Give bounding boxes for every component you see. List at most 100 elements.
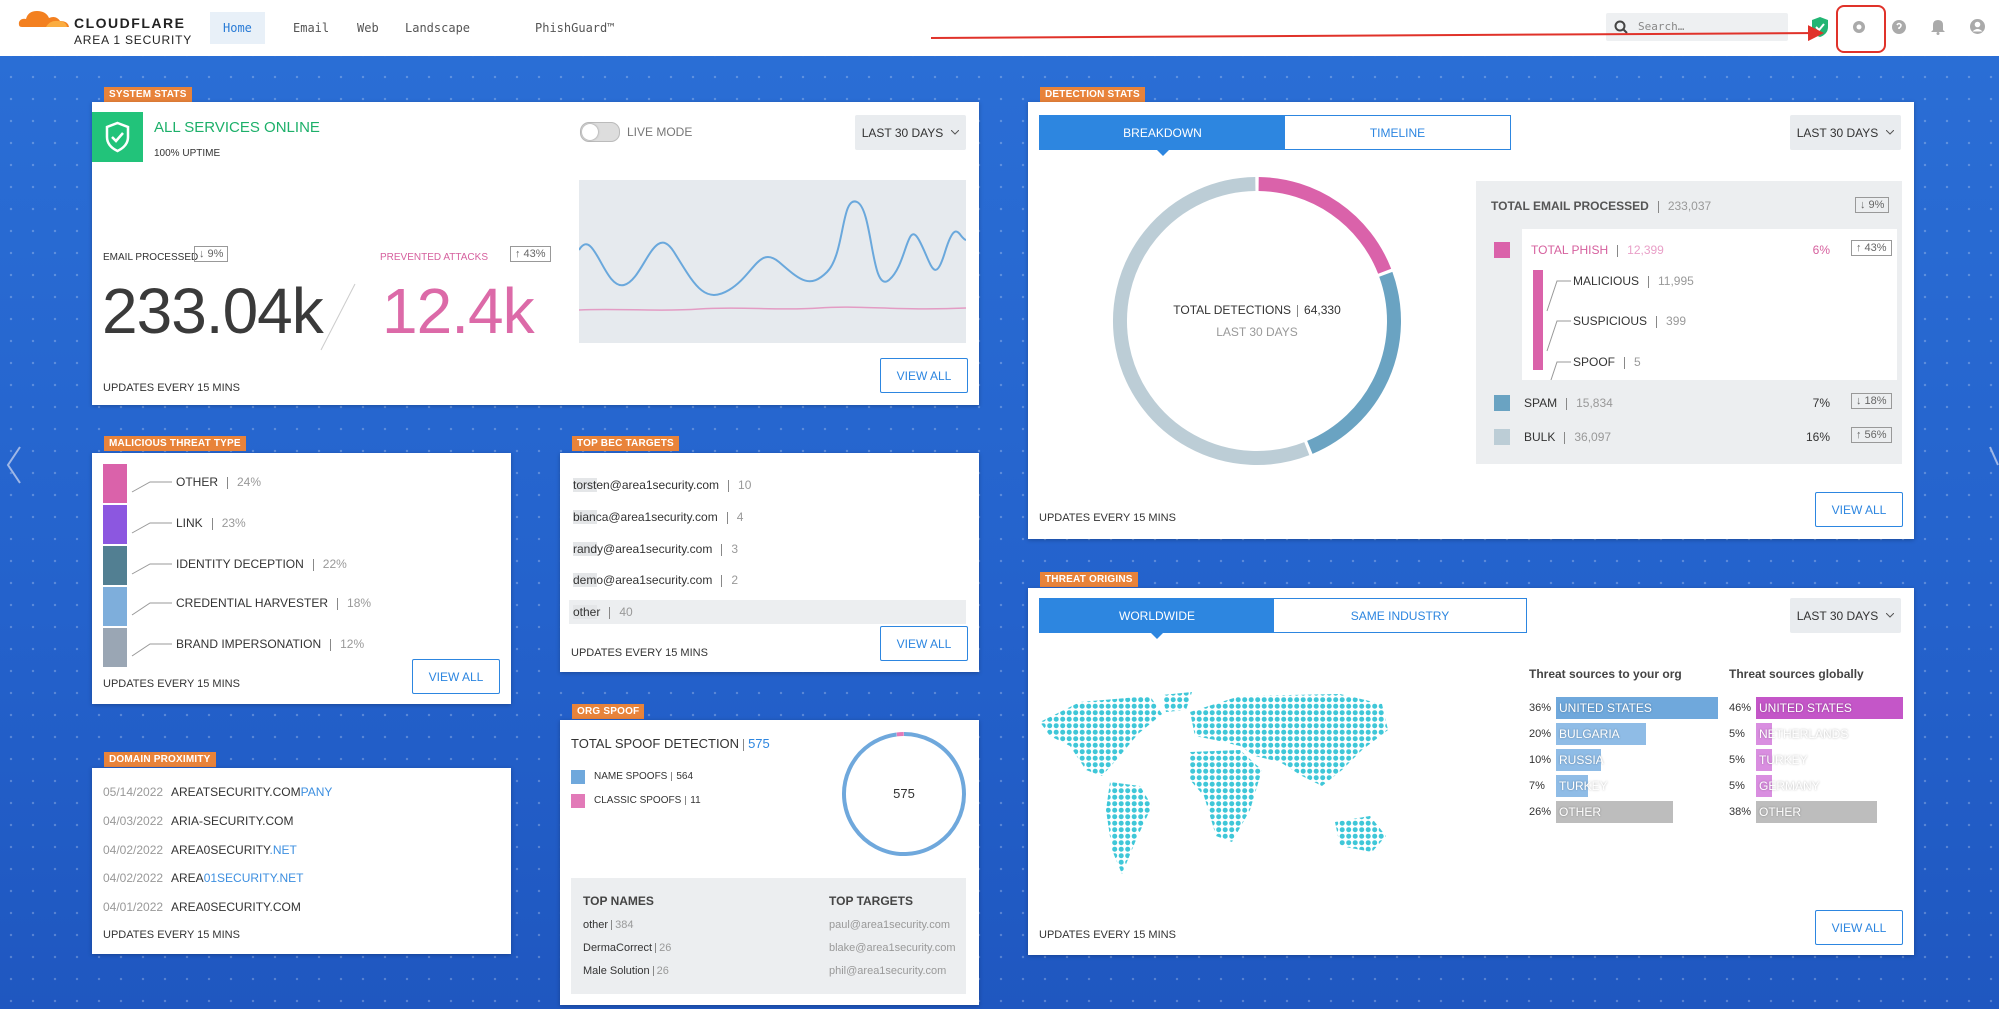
bec-count: 3 [731,542,739,556]
category-share: 7% [1812,396,1830,410]
legend-swatch [103,546,127,585]
attacks-value: 12.4k [382,275,535,347]
bec-row: other 40 [569,600,966,624]
annotation-arrow [930,25,1824,42]
email-change: ↓ 9% [194,246,229,262]
connector [131,602,172,616]
country: RUSSIA [1559,753,1604,767]
live-toggle[interactable] [580,122,620,142]
tab[interactable]: BREAKDOWN [1040,116,1285,156]
section-tag: TOP BEC TARGETS [572,436,679,451]
connectors [1546,280,1571,380]
legend-swatch [103,628,127,667]
tab[interactable]: SAME INDUSTRY [1274,599,1526,632]
nav-item[interactable]: Web [357,21,379,35]
share-label: 38% [1729,806,1752,818]
spoof-name: DermaCorrect [583,942,653,954]
nav-item[interactable]: Home [210,12,265,44]
share-label: 7% [1529,780,1545,792]
phish-panel [1522,229,1897,380]
tab[interactable]: TIMELINE [1285,116,1510,149]
share-label: 20% [1529,728,1552,740]
donut-subtitle: LAST 30 DAYS [1216,325,1298,339]
separator [721,574,723,587]
search-box[interactable]: Search… [1606,13,1788,41]
view-all-button[interactable]: VIEW ALL [1815,492,1903,527]
category-name: BULK [1524,430,1556,444]
help-icon[interactable] [1891,19,1907,35]
threat-name: OTHER [176,475,218,489]
domain-part: AREATSECURITY.COM [171,785,301,799]
legend-swatch [103,464,127,503]
next-arrow[interactable] [1988,445,1999,485]
period-dropdown[interactable]: LAST 30 DAYS [1790,115,1901,150]
breakdown-row: SUSPICIOUS 399 [1573,313,1686,329]
spoof-name: other [583,919,609,931]
threat-share: 22% [322,557,347,571]
threat-row: BRAND IMPERSONATION 12% [176,636,364,652]
nav-item[interactable]: PhishGuard™ [535,21,615,35]
bec-count: 10 [738,478,752,492]
list-title: Threat sources globally [1729,667,1864,681]
shield-icon [105,121,130,153]
view-all-button[interactable]: VIEW ALL [1815,910,1903,945]
brand: CLOUDFLARE [74,15,186,31]
separator [1648,275,1650,288]
total-email-row: TOTAL EMAIL PROCESSED 233,037 [1491,198,1711,214]
bec-row: torsten@area1security.com 10 [569,473,755,497]
update-note: UPDATES EVERY 15 MINS [1039,929,1176,941]
world-map [1040,692,1388,874]
category-count: 36,097 [1574,430,1612,444]
separator [330,638,332,651]
period-dropdown[interactable]: LAST 30 DAYS [1790,598,1901,633]
donut-segment [1258,177,1392,274]
domain-part: .NET [269,843,297,857]
email-value: 233.04k [102,275,324,347]
view-all-button[interactable]: VIEW ALL [412,659,500,694]
domain-part: AREA0SECURITY [171,843,270,857]
settings-icon[interactable] [1851,19,1867,35]
spoof-name: Male Solution [583,965,650,977]
period-dropdown[interactable]: LAST 30 DAYS [855,115,966,150]
separator [721,543,723,556]
product: AREA 1 SECURITY [74,33,193,47]
share-bar [1556,697,1718,719]
prev-arrow[interactable] [4,445,24,485]
country: TURKEY [1559,779,1608,793]
domain-row: AREA0SECURITY.COM [171,899,301,915]
legend-name: NAME SPOOFS [594,771,668,782]
nav-item[interactable]: Email [293,21,330,35]
separator [1617,244,1619,257]
category-swatch [1494,395,1510,411]
view-all-button[interactable]: VIEW ALL [880,358,968,393]
status-badge [92,112,143,162]
connector [1550,361,1571,380]
name-row: Male Solution 26 [583,963,669,979]
search-icon [1614,20,1628,34]
domain-part: ARIA-SECURITY.COM [171,814,294,828]
notifications-icon[interactable] [1930,18,1946,35]
tab[interactable]: WORLDWIDE [1040,599,1274,639]
threat-row: CREDENTIAL HARVESTER 18% [176,595,371,611]
domain-proximity-card: UPDATES EVERY 15 MINS 05/14/2022 AREATSEC… [92,768,511,954]
top-lists-panel [571,878,966,994]
domain-part: AREA [171,871,204,885]
breakdown-count: 399 [1666,314,1687,328]
breakdown-name: MALICIOUS [1573,274,1640,288]
connector [131,643,172,657]
threat-name: LINK [176,516,203,530]
category-row: TOTAL PHISH 12,399 [1531,242,1664,258]
threat-share: 18% [347,596,372,610]
nav-item[interactable]: Landscape [405,21,471,35]
tab-group: WORLDWIDE SAME INDUSTRY [1039,598,1527,639]
legend-row: CLASSIC SPOOFS 11 [594,793,701,809]
category-swatch [1494,242,1510,258]
country: UNITED STATES [1559,701,1652,715]
view-all-button[interactable]: VIEW ALL [880,626,968,661]
domain-row: AREA0SECURITY.NET [171,842,297,858]
total-email-label: TOTAL EMAIL PROCESSED [1491,199,1649,213]
share-bar [1756,801,1878,823]
search-placeholder: Search… [1638,20,1685,33]
donut-total: 64,330 [1304,303,1341,317]
account-icon[interactable] [1969,18,1986,35]
